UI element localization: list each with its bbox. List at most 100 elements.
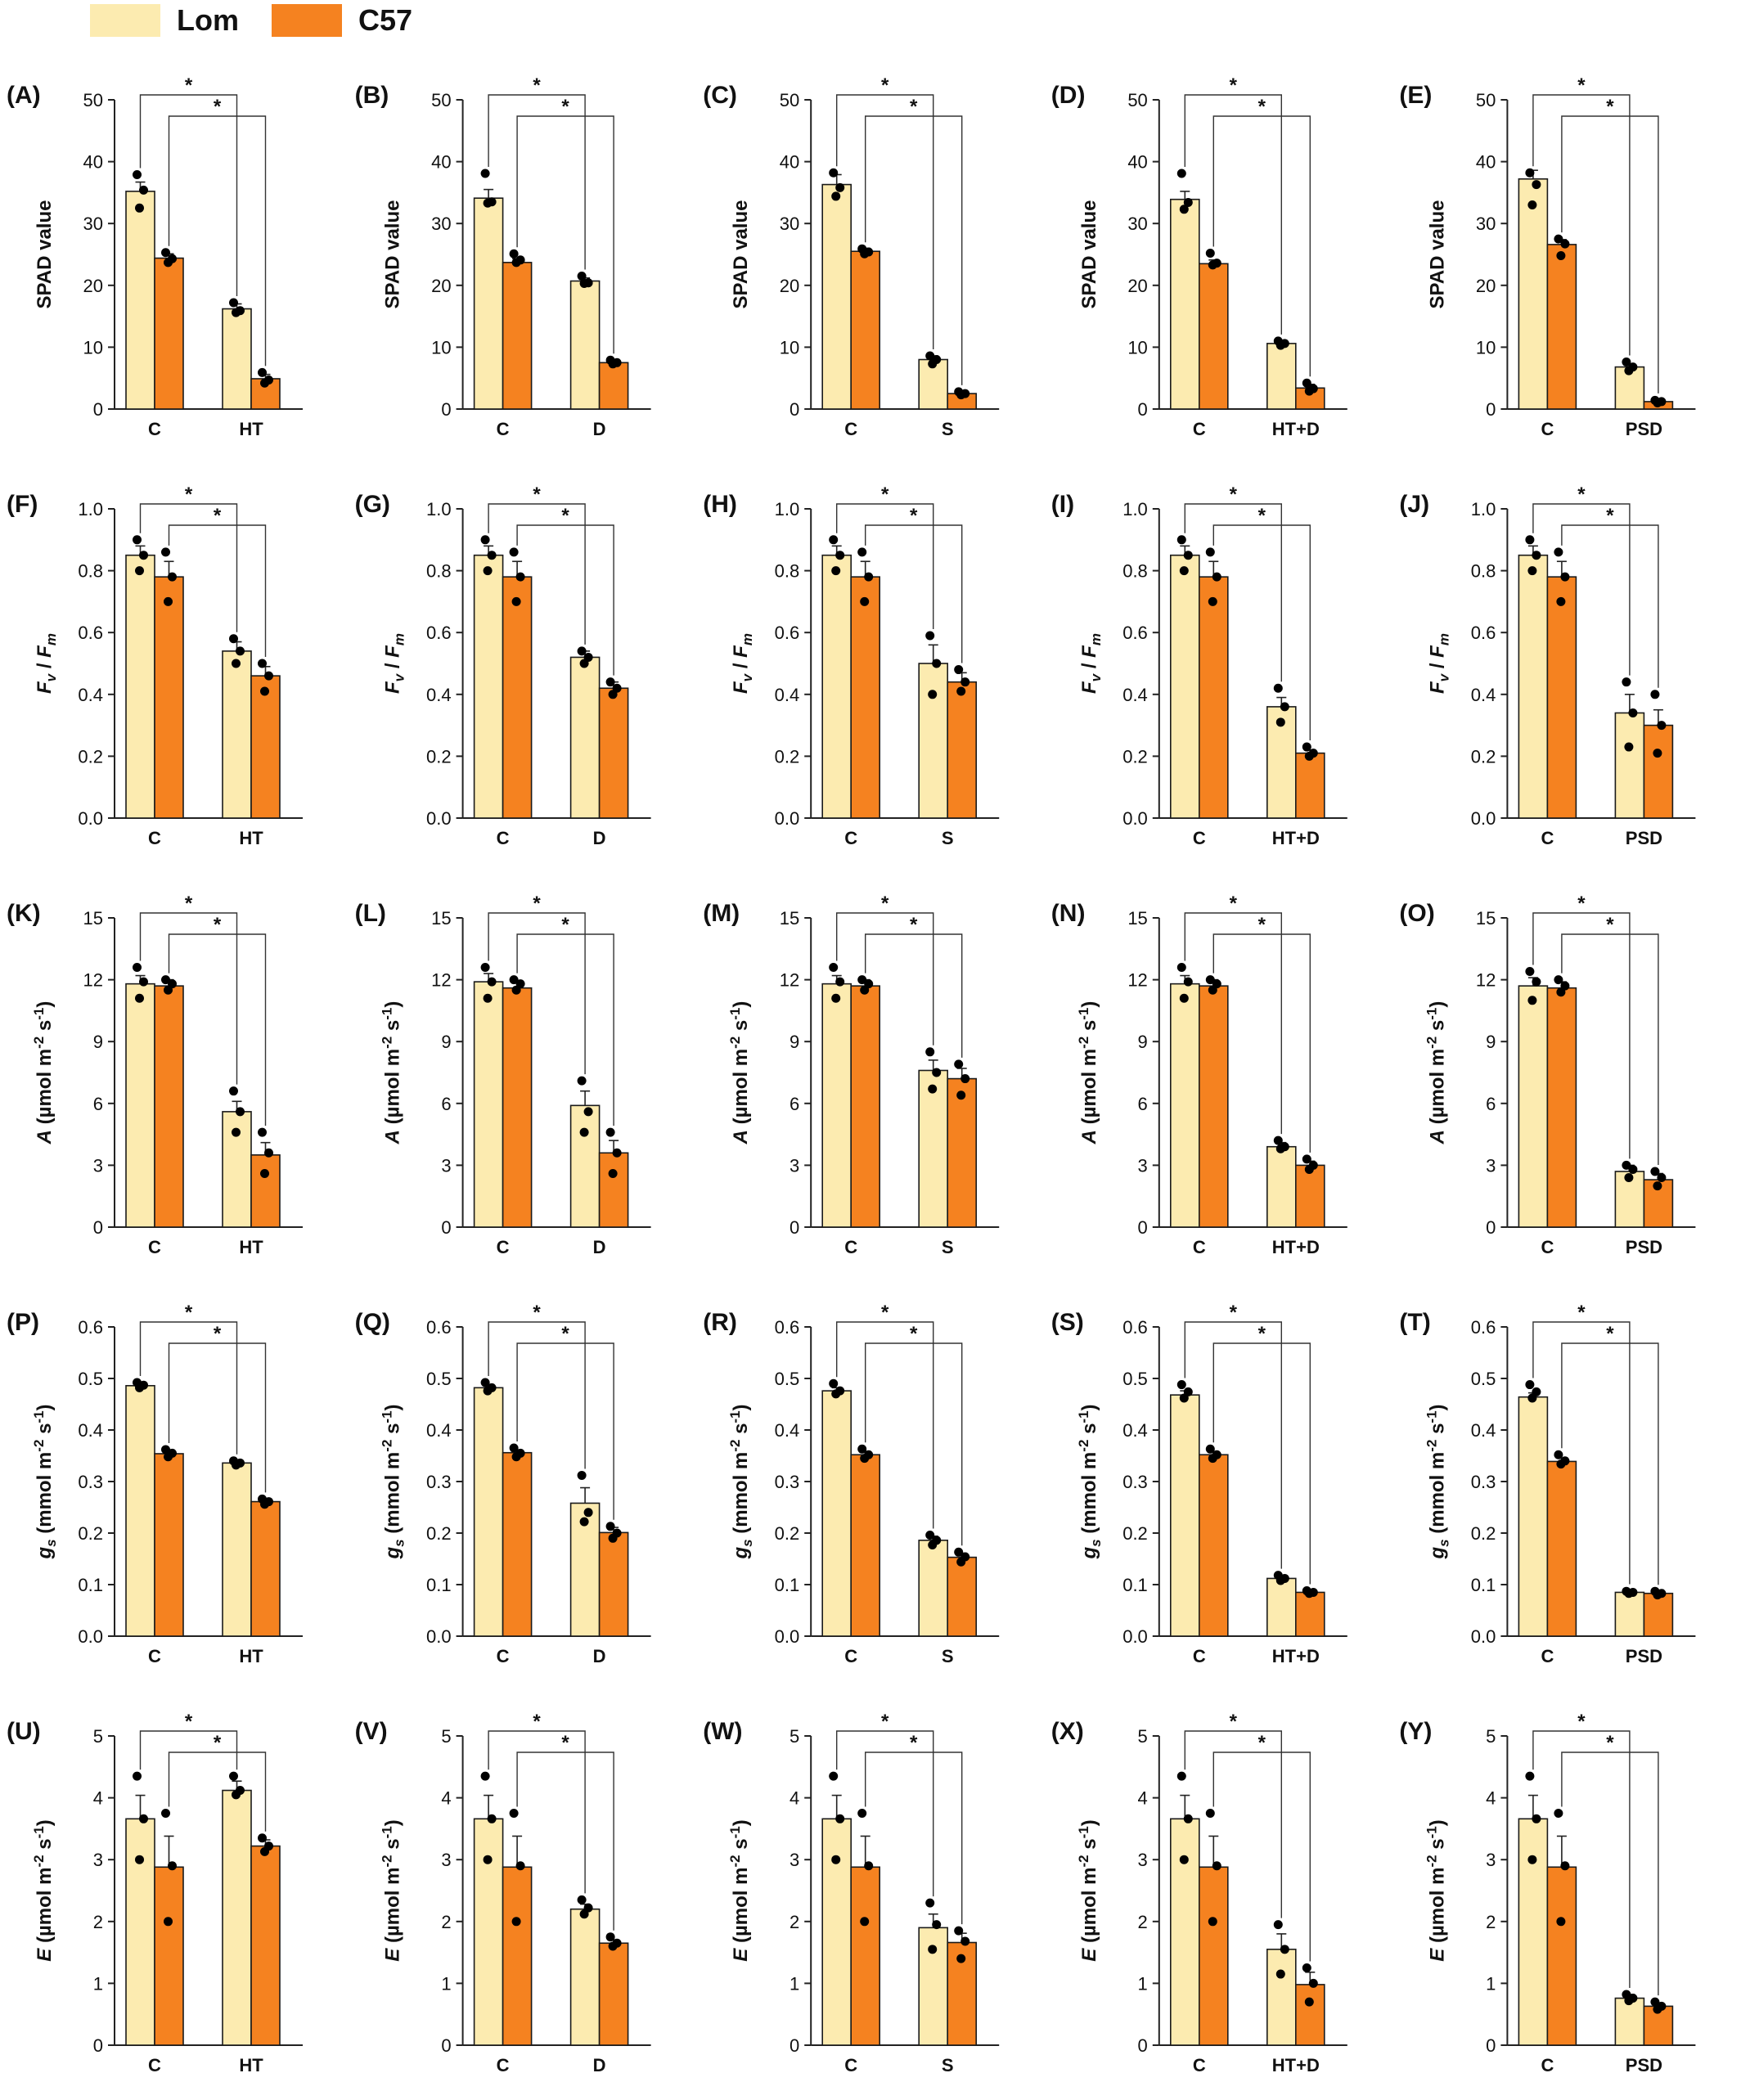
data-point <box>605 1127 615 1137</box>
bar-lom <box>125 1385 155 1637</box>
data-point <box>612 1148 622 1158</box>
data-point <box>579 1127 589 1137</box>
x-tick-label: HT+D <box>1272 2055 1320 2075</box>
y-label-sup: -2 <box>1424 1855 1439 1867</box>
y-label-var: E <box>382 1948 404 1962</box>
data-point <box>1304 751 1314 761</box>
x-tick-label: HT <box>239 419 263 439</box>
y-tick-label: 0.0 <box>78 808 103 829</box>
chart-panel: (H) Fv / Fm 0.0 0.2 0.4 0.6 0.8 1.0 C S * * <box>703 483 1000 848</box>
y-label-sup: -2 <box>380 1855 395 1867</box>
y-label-var: F <box>1426 681 1448 694</box>
y-tick-label: 0.6 <box>426 623 452 643</box>
x-tick-label: C <box>497 828 510 848</box>
y-tick-label: 40 <box>83 152 103 173</box>
significance-star: * <box>214 1732 222 1754</box>
y-label-var: F <box>382 645 404 658</box>
bar-lom <box>222 1462 252 1637</box>
y-tick-label: 3 <box>1138 1155 1148 1176</box>
x-tick-label: S <box>942 828 954 848</box>
y-tick-label: 0.4 <box>775 1420 800 1441</box>
significance-star: * <box>533 1711 541 1733</box>
data-point <box>164 258 173 268</box>
y-axis-label: SPAD value <box>34 200 56 309</box>
bar-c57 <box>598 687 629 819</box>
y-axis-label: A (µmol m-2 s-1) <box>1424 1001 1448 1145</box>
y-label-unit: ) <box>1426 1819 1448 1826</box>
y-tick-label: 3 <box>93 1850 103 1870</box>
y-tick-label: 0 <box>1486 399 1496 420</box>
bar-c57 <box>154 985 184 1228</box>
y-tick-label: 30 <box>1127 214 1147 234</box>
data-point <box>515 572 525 582</box>
bar-c57 <box>947 1077 978 1228</box>
y-axis-label: Fv / Fm <box>1078 633 1104 694</box>
significance-star: * <box>910 1323 918 1345</box>
data-point <box>605 677 615 687</box>
data-point <box>515 1861 525 1871</box>
bar-lom <box>1518 554 1549 819</box>
y-label-sup: -1 <box>1424 1826 1439 1838</box>
x-tick-label: HT+D <box>1272 1237 1320 1257</box>
data-point <box>956 1954 966 1963</box>
y-tick-label: 0.8 <box>1471 561 1496 582</box>
significance-bracket <box>1532 503 1631 676</box>
bar-c57 <box>502 576 533 819</box>
y-label-var: g <box>1426 1547 1448 1560</box>
data-point <box>232 1127 241 1137</box>
y-label-unit: (mmol m <box>1426 1452 1448 1540</box>
data-point <box>960 1074 970 1084</box>
data-point <box>161 1809 170 1818</box>
y-label-var: F <box>730 681 752 694</box>
data-point <box>608 690 618 699</box>
significance-bracket <box>836 912 934 1046</box>
significance-bracket <box>865 933 963 1058</box>
x-tick-label: C <box>1541 2055 1554 2075</box>
data-point <box>1302 378 1311 388</box>
significance-star: * <box>910 505 918 527</box>
y-label-unit: s <box>382 1423 404 1440</box>
data-point <box>1560 572 1570 582</box>
y-tick-label: 0.0 <box>426 1626 452 1647</box>
y-tick-label: 0 <box>1138 1217 1148 1238</box>
significance-bracket <box>1184 1321 1283 1569</box>
significance-bracket <box>1212 115 1311 377</box>
y-label-sep: / <box>1078 658 1100 674</box>
y-label-var: F <box>34 645 56 658</box>
significance-bracket <box>516 115 614 354</box>
bar-c57 <box>598 1152 629 1228</box>
x-tick-label: C <box>497 1237 510 1257</box>
bar-c57 <box>850 1866 881 2046</box>
data-point <box>232 308 241 317</box>
y-tick-label: 5 <box>93 1726 103 1747</box>
data-point <box>135 1855 144 1864</box>
y-label-unit: ) <box>730 1001 752 1008</box>
data-point <box>1554 1450 1563 1459</box>
y-label-unit: (mmol m <box>730 1452 752 1540</box>
bar-lom <box>473 197 504 410</box>
data-point <box>1657 721 1667 731</box>
x-tick-label: C <box>1193 1237 1206 1257</box>
y-label-unit: s <box>34 1838 56 1855</box>
y-label-var: A <box>382 1130 404 1144</box>
data-point <box>1527 1393 1537 1403</box>
bar-lom <box>1170 983 1200 1228</box>
y-axis-label: gs (mmol m-2 s-1) <box>31 1404 59 1559</box>
y-label-var: A <box>1426 1130 1448 1144</box>
data-point <box>480 169 490 178</box>
data-point <box>1532 551 1541 560</box>
y-tick-label: 3 <box>93 1155 103 1176</box>
data-point <box>1628 1164 1638 1174</box>
data-point <box>1556 1917 1566 1927</box>
data-point <box>1532 1814 1541 1823</box>
bar-c57 <box>1546 244 1577 410</box>
y-tick-label: 9 <box>93 1032 103 1052</box>
data-point <box>956 1090 966 1100</box>
y-tick-label: 50 <box>83 90 103 110</box>
y-tick-label: 0.5 <box>775 1369 800 1389</box>
data-point <box>1212 572 1221 582</box>
data-point <box>1205 1444 1215 1454</box>
significance-star: * <box>1258 505 1266 527</box>
data-point <box>932 1920 942 1930</box>
y-tick-label: 1 <box>93 1973 103 1994</box>
